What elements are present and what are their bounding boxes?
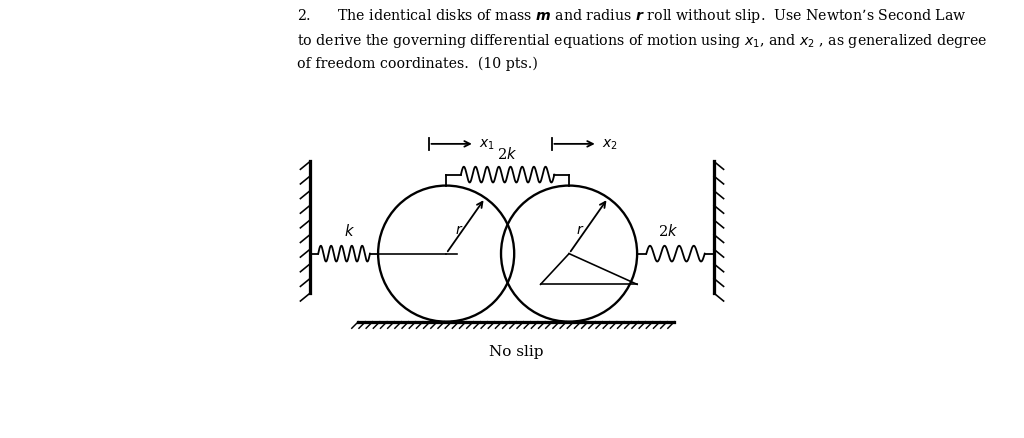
Text: of freedom coordinates.  (10 pts.): of freedom coordinates. (10 pts.) xyxy=(297,57,538,71)
Text: $r$: $r$ xyxy=(455,223,464,237)
Text: to derive the governing differential equations of motion using $x_1$, and $x_2$ : to derive the governing differential equ… xyxy=(297,32,987,49)
Text: 2$k$: 2$k$ xyxy=(657,223,678,239)
Text: 2.      The identical disks of mass $\boldsymbol{m}$ and radius $\boldsymbol{r}$: 2. The identical disks of mass $\boldsym… xyxy=(297,7,967,25)
Text: $x_2$: $x_2$ xyxy=(602,138,617,152)
Text: No slip: No slip xyxy=(489,344,544,358)
Text: 2$k$: 2$k$ xyxy=(498,145,518,161)
Text: $x_1$: $x_1$ xyxy=(479,138,495,152)
Text: $k$: $k$ xyxy=(344,223,355,239)
Text: $r$: $r$ xyxy=(575,223,585,237)
